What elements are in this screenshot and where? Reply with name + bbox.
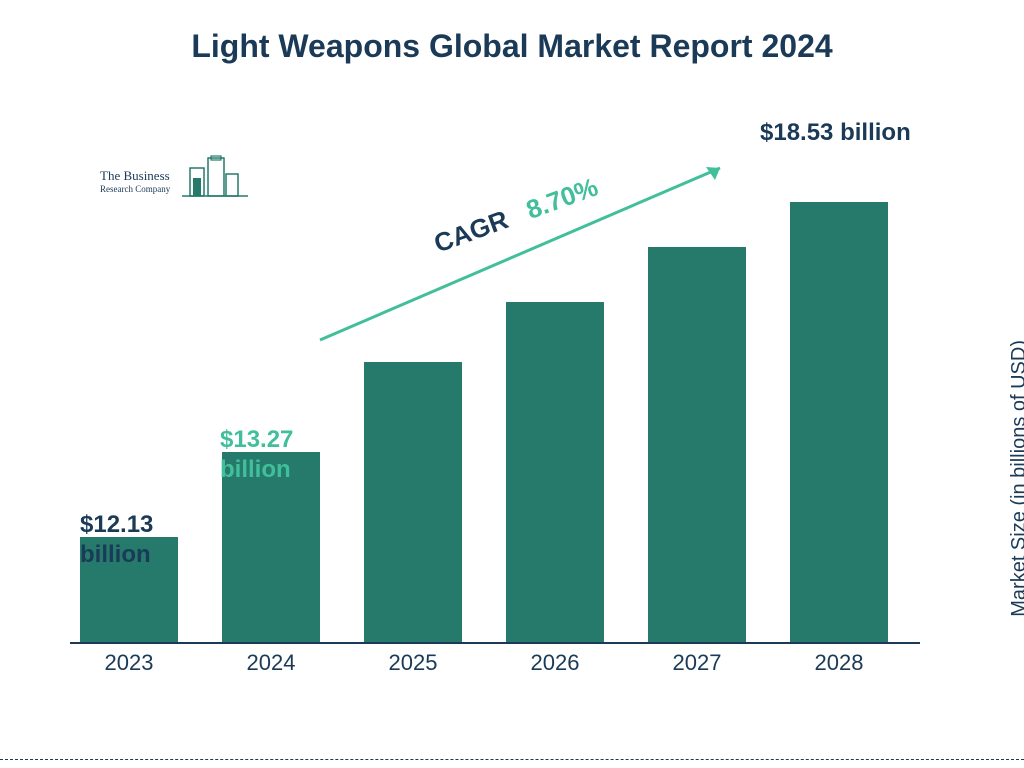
callout-2028-line1: $18.53 billion: [760, 119, 911, 146]
bar-2028: [790, 202, 888, 642]
x-label-2023: 2023: [69, 650, 189, 676]
x-axis-line: [70, 642, 920, 644]
cagr-annotation: CAGR 8.70%: [310, 150, 740, 350]
callout-2023-line1: $12.13: [80, 510, 153, 540]
bottom-divider: [0, 759, 1024, 760]
callout-2023-line2: billion: [80, 540, 153, 570]
x-label-2025: 2025: [353, 650, 473, 676]
callout-2024-value: $13.27 billion: [220, 425, 293, 485]
chart-title: Light Weapons Global Market Report 2024: [0, 28, 1024, 65]
callout-2023-value: $12.13 billion: [80, 510, 153, 570]
cagr-arrow-icon: [310, 150, 740, 350]
callout-2024-line1: $13.27: [220, 425, 293, 455]
callout-2028-value: $18.53 billion: [760, 118, 911, 148]
x-label-2024: 2024: [211, 650, 331, 676]
x-label-2027: 2027: [637, 650, 757, 676]
callout-2024-line2: billion: [220, 455, 293, 485]
x-label-2028: 2028: [779, 650, 899, 676]
x-label-2026: 2026: [495, 650, 615, 676]
bar-2026: [506, 302, 604, 642]
bar-2025: [364, 362, 462, 642]
y-axis-label: Market Size (in billions of USD): [1008, 340, 1024, 617]
